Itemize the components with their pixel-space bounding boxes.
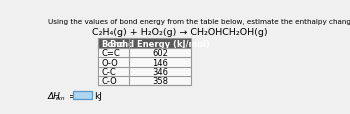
- Text: rxn: rxn: [55, 95, 65, 100]
- Text: ΔH: ΔH: [48, 91, 61, 100]
- Text: Bond Energy (kJ/mol): Bond Energy (kJ/mol): [110, 39, 210, 48]
- Bar: [98, 67, 191, 76]
- Bar: [73, 92, 92, 99]
- Text: 602: 602: [152, 49, 168, 58]
- Text: C-C: C-C: [101, 67, 116, 76]
- Bar: [98, 76, 191, 85]
- Text: C=C: C=C: [101, 49, 120, 58]
- Bar: [98, 39, 191, 49]
- Text: 358: 358: [152, 76, 168, 85]
- Text: Bond: Bond: [102, 39, 126, 48]
- Text: C₂H₄(g) + H₂O₂(g) → CH₂OHCH₂OH(g): C₂H₄(g) + H₂O₂(g) → CH₂OHCH₂OH(g): [92, 28, 267, 37]
- Text: C-O: C-O: [101, 76, 117, 85]
- Text: kJ: kJ: [94, 91, 102, 100]
- Text: O-O: O-O: [101, 58, 118, 67]
- Text: 146: 146: [152, 58, 168, 67]
- Bar: [98, 58, 191, 67]
- Text: 346: 346: [152, 67, 168, 76]
- Text: =: =: [68, 91, 75, 100]
- Text: Using the values of bond energy from the table below, estimate the enthalpy chan: Using the values of bond energy from the…: [48, 19, 350, 25]
- Bar: [98, 49, 191, 58]
- Bar: [98, 39, 191, 85]
